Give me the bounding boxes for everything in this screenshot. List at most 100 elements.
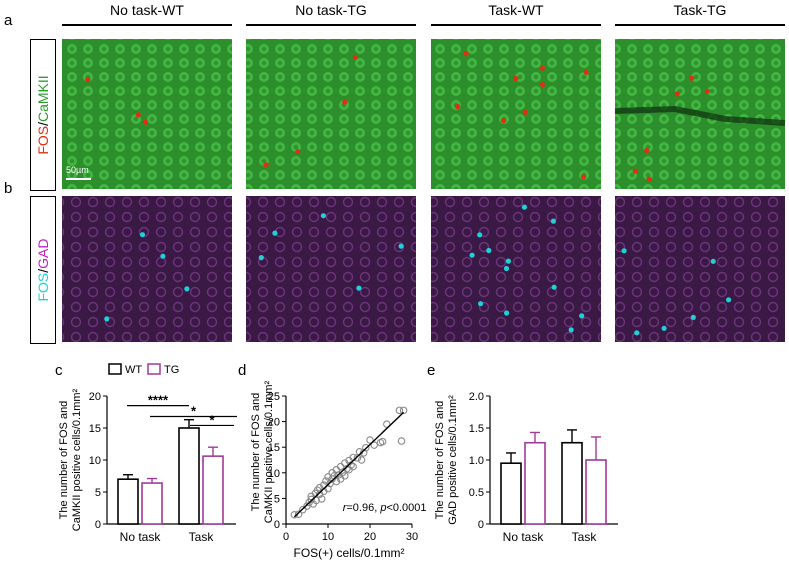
labeled-cell [689, 75, 695, 81]
y-tick-label: 20 [89, 391, 101, 403]
legend-label-tg: TG [164, 364, 179, 376]
scale-bar-label: 50µm [66, 165, 89, 175]
labeled-cell [504, 310, 510, 316]
scatter-point [312, 496, 320, 505]
y-axis-label: The number of FOS andCaMKII positive cel… [250, 380, 275, 523]
labeled-cell [477, 232, 483, 238]
labeled-cell [581, 174, 587, 180]
panel-letter-c: c [55, 362, 63, 379]
labeled-cell [579, 313, 585, 319]
column-rule-1 [62, 24, 232, 26]
labeled-cell [632, 168, 638, 174]
labeled-cell [139, 232, 146, 238]
labeled-cell [455, 103, 461, 110]
x-tick-label: Task [572, 530, 598, 544]
y-tick-label: 10 [268, 468, 280, 480]
labeled-cell [356, 285, 362, 291]
labeled-cell [501, 118, 507, 124]
x-tick-label: 20 [364, 531, 376, 543]
labeled-cell [478, 301, 484, 307]
chart-d: 0 5 10 15 20 25 0 10 20 30 r=0.96, p<0.0001 FOS(+) … [250, 380, 427, 560]
column-title-2: No task-TG [295, 2, 367, 18]
labeled-cell [621, 248, 627, 254]
legend-label-wt: WT [125, 364, 142, 376]
scatter-point [294, 510, 303, 519]
micrograph-b-1 [62, 196, 232, 342]
scatter-point [357, 456, 366, 464]
y-tick-label: 5 [95, 487, 101, 499]
legend-swatch-wt [108, 363, 122, 375]
scatter-point [395, 406, 404, 415]
labeled-cell [726, 297, 732, 303]
bar-wt [500, 462, 522, 525]
y-tick-label: 15 [89, 423, 101, 435]
column-title-4: Task-TG [673, 2, 727, 18]
micrographs [62, 39, 786, 342]
labeled-cell [634, 330, 640, 336]
panel-letter-e: e [427, 362, 436, 379]
y-axis-label: The number of FOS andGAD positive cells/… [434, 395, 459, 525]
labeled-cell [398, 243, 404, 249]
legend-swatch-tg [147, 363, 161, 375]
labeled-cell [503, 265, 510, 272]
x-tick-label: 10 [322, 531, 334, 543]
micrograph-a-1 [62, 39, 232, 189]
micrograph-b-3 [431, 196, 601, 342]
labeled-cell [513, 75, 519, 82]
micrograph-a-2 [246, 39, 416, 189]
labeled-cell [263, 162, 269, 168]
bar-tg [202, 455, 224, 525]
labeled-cell [295, 149, 301, 155]
bar-tg [585, 459, 607, 525]
labeled-cell [690, 314, 696, 320]
y-tick-label: 0 [95, 519, 101, 531]
panel-letter-a: a [4, 12, 13, 29]
significance-mark: * [209, 412, 215, 427]
labeled-cell [486, 247, 492, 254]
labeled-cell [521, 204, 528, 210]
labeled-cell [320, 213, 326, 219]
micrograph-b-2 [246, 196, 416, 342]
y-tick-label: 25 [268, 391, 280, 403]
significance-mark: **** [148, 393, 169, 408]
y-tick-label: 15 [268, 442, 280, 454]
scatter-point [349, 462, 357, 471]
labeled-cell [463, 51, 469, 57]
bar-wt [117, 478, 139, 525]
column-title-1: No task-WT [110, 2, 184, 18]
labeled-cell [342, 99, 348, 105]
panel-letter-d: d [238, 362, 247, 379]
labeled-cell [644, 148, 650, 154]
labeled-cell [550, 218, 557, 224]
labeled-cell [710, 258, 716, 264]
scatter-point [290, 511, 299, 519]
labeled-cell [258, 255, 264, 261]
y-tick-label: 1.0 [469, 455, 484, 467]
y-tick-label: 0 [478, 519, 484, 531]
labeled-cell [505, 258, 511, 264]
bar-wt [561, 441, 583, 525]
scatter-point [370, 441, 378, 449]
labeled-cell [469, 252, 475, 258]
scatter-point [362, 443, 370, 452]
scatter-point [383, 420, 391, 428]
column-rule-4 [615, 24, 785, 26]
scatter-point [397, 437, 406, 445]
labeled-cell [142, 119, 149, 125]
regression-line [293, 411, 405, 518]
labeled-cell [539, 65, 546, 71]
labeled-cell [551, 284, 557, 290]
y-tick-label: 10 [89, 455, 101, 467]
significance-mark: * [191, 403, 197, 418]
y-tick-label: 0.5 [469, 487, 484, 499]
scatter-point [341, 472, 349, 480]
bar-tg [141, 482, 163, 525]
y-tick-label: 1.5 [469, 423, 484, 435]
x-tick-label: 0 [283, 531, 289, 543]
y-tick-label: 5 [274, 493, 280, 505]
chart-e: 0 0.5 1.0 1.5 2.0 No task Task The number of FO… [434, 391, 618, 544]
x-tick-label: No task [503, 530, 545, 544]
micrograph-b-4 [615, 196, 785, 342]
row-a-label-box: FOS/CaMKII [30, 39, 56, 191]
labeled-cell [85, 77, 91, 83]
